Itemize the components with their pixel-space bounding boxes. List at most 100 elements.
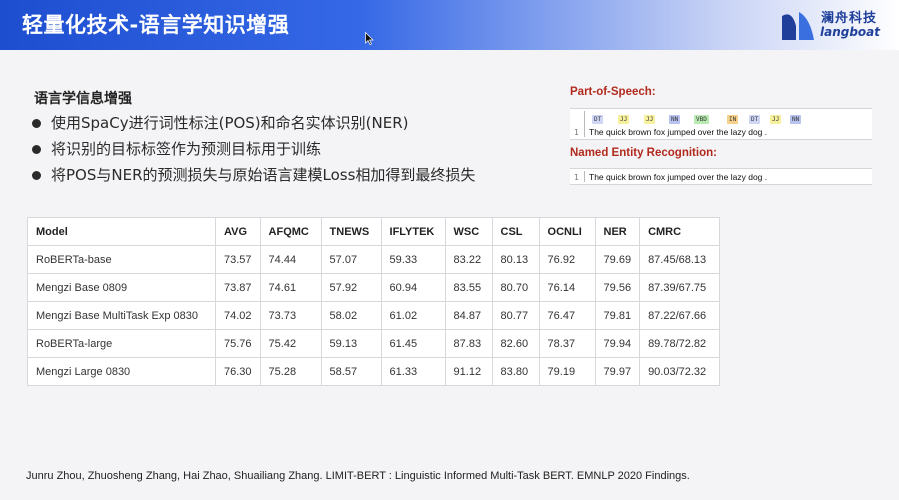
pos-annotation-box: DT JJ JJ NN VBD IN DT JJ NN 1 The quick … bbox=[570, 108, 872, 140]
column-header: Model bbox=[27, 217, 216, 246]
citation-text: Junru Zhou, Zhuosheng Zhang, Hai Zhao, S… bbox=[26, 470, 690, 482]
bullet-item: 使用SpaCy进行词性标注(POS)和命名实体识别(NER) bbox=[32, 112, 475, 138]
table-cell: 74.61 bbox=[259, 273, 322, 302]
sail-logo-icon bbox=[782, 12, 814, 40]
column-header: OCNLI bbox=[538, 217, 596, 246]
table-cell: 79.56 bbox=[594, 273, 641, 302]
table-cell: 89.78/72.82 bbox=[639, 329, 721, 358]
table-cell: Mengzi Base MultiTask Exp 0830 bbox=[27, 301, 216, 330]
table-cell: 87.39/67.75 bbox=[639, 273, 721, 302]
table-cell: 57.07 bbox=[320, 245, 382, 274]
ner-sentence: The quick brown fox jumped over the lazy… bbox=[589, 172, 768, 182]
table-cell: 58.57 bbox=[320, 357, 382, 386]
bullet-item: 将POS与NER的预测损失与原始语言建模Loss相加得到最终损失 bbox=[32, 164, 475, 190]
column-header: WSC bbox=[444, 217, 493, 246]
slide-title: 轻量化技术-语言学知识增强 bbox=[22, 13, 290, 37]
table-cell: RoBERTa-base bbox=[27, 245, 216, 274]
column-header: CSL bbox=[491, 217, 540, 246]
gutter-divider bbox=[584, 111, 585, 137]
mouse-cursor-icon bbox=[365, 32, 374, 45]
table-cell: 80.13 bbox=[491, 245, 540, 274]
table-cell: 79.94 bbox=[594, 329, 641, 358]
column-header: NER bbox=[594, 217, 641, 246]
line-number: 1 bbox=[574, 128, 579, 137]
table-cell: 61.33 bbox=[380, 357, 446, 386]
table-cell: 74.44 bbox=[259, 245, 322, 274]
logo-english-name: langboat bbox=[820, 25, 881, 39]
column-header: AFQMC bbox=[259, 217, 322, 246]
pos-tag: VBD bbox=[694, 115, 709, 124]
nlp-annotation-figure: Part-of-Speech: DT JJ JJ NN VBD IN DT JJ… bbox=[568, 84, 873, 194]
table-cell: RoBERTa-large bbox=[27, 329, 216, 358]
pos-tag: JJ bbox=[644, 115, 656, 124]
table-cell: 75.28 bbox=[259, 357, 322, 386]
table-row: RoBERTa-large 75.76 75.42 59.13 61.45 87… bbox=[27, 329, 721, 358]
table-cell: 87.45/68.13 bbox=[639, 245, 721, 274]
table-cell: 84.87 bbox=[444, 301, 493, 330]
pos-tag: DT bbox=[749, 115, 761, 124]
ner-label: Named Entity Recognition: bbox=[570, 147, 717, 159]
table-cell: 61.45 bbox=[380, 329, 446, 358]
table-cell: 76.47 bbox=[538, 301, 596, 330]
table-cell: 83.80 bbox=[491, 357, 540, 386]
logo-chinese-name: 澜舟科技 bbox=[821, 11, 878, 26]
pos-tag: DT bbox=[592, 115, 604, 124]
bullet-text: 将识别的目标标签作为预测目标用于训练 bbox=[51, 140, 322, 158]
bullet-dot-icon bbox=[32, 171, 41, 180]
column-header: TNEWS bbox=[320, 217, 382, 246]
column-header: IFLYTEK bbox=[380, 217, 446, 246]
table-cell: 61.02 bbox=[380, 301, 446, 330]
table-cell: 78.37 bbox=[538, 329, 596, 358]
table-row: Mengzi Large 0830 76.30 75.28 58.57 61.3… bbox=[27, 357, 721, 386]
section-heading: 语言学信息增强 bbox=[34, 91, 132, 107]
table-cell: 82.60 bbox=[491, 329, 540, 358]
bullet-text: 使用SpaCy进行词性标注(POS)和命名实体识别(NER) bbox=[51, 114, 409, 132]
table-cell: 83.22 bbox=[444, 245, 493, 274]
results-table: Model AVG AFQMC TNEWS IFLYTEK WSC CSL OC… bbox=[27, 217, 721, 386]
table-cell: Mengzi Base 0809 bbox=[27, 273, 216, 302]
bullet-item: 将识别的目标标签作为预测目标用于训练 bbox=[32, 138, 475, 164]
table-cell: 83.55 bbox=[444, 273, 493, 302]
pos-sentence: The quick brown fox jumped over the lazy… bbox=[589, 127, 768, 137]
table-cell: 87.83 bbox=[444, 329, 493, 358]
table-cell: 60.94 bbox=[380, 273, 446, 302]
table-cell: 90.03/72.32 bbox=[639, 357, 721, 386]
table-cell: 80.70 bbox=[491, 273, 540, 302]
table-cell: Mengzi Large 0830 bbox=[27, 357, 216, 386]
table-cell: 73.73 bbox=[259, 301, 322, 330]
table-cell: 79.97 bbox=[594, 357, 641, 386]
pos-label: Part-of-Speech: bbox=[570, 86, 656, 98]
gutter-divider bbox=[584, 171, 585, 182]
slide-header: 轻量化技术-语言学知识增强 澜舟科技 langboat bbox=[0, 0, 899, 50]
column-header: CMRC bbox=[639, 217, 721, 246]
table-cell: 79.81 bbox=[594, 301, 641, 330]
table-cell: 79.19 bbox=[538, 357, 596, 386]
table-row: Mengzi Base MultiTask Exp 0830 74.02 73.… bbox=[27, 301, 721, 330]
pos-tag: JJ bbox=[618, 115, 630, 124]
table-header-row: Model AVG AFQMC TNEWS IFLYTEK WSC CSL OC… bbox=[27, 217, 721, 246]
pos-tag: IN bbox=[727, 115, 739, 124]
bullet-list: 使用SpaCy进行词性标注(POS)和命名实体识别(NER) 将识别的目标标签作… bbox=[32, 112, 475, 190]
line-number: 1 bbox=[574, 173, 579, 182]
table-cell: 59.33 bbox=[380, 245, 446, 274]
table-cell: 59.13 bbox=[320, 329, 382, 358]
bullet-dot-icon bbox=[32, 145, 41, 154]
table-cell: 75.42 bbox=[259, 329, 322, 358]
table-cell: 57.92 bbox=[320, 273, 382, 302]
table-cell: 79.69 bbox=[594, 245, 641, 274]
pos-tag: NN bbox=[790, 115, 802, 124]
bullet-dot-icon bbox=[32, 119, 41, 128]
table-cell: 73.57 bbox=[215, 245, 261, 274]
table-cell: 73.87 bbox=[215, 273, 261, 302]
bullet-text: 将POS与NER的预测损失与原始语言建模Loss相加得到最终损失 bbox=[51, 166, 476, 184]
table-cell: 58.02 bbox=[320, 301, 382, 330]
table-cell: 76.14 bbox=[538, 273, 596, 302]
table-cell: 76.30 bbox=[215, 357, 261, 386]
table-row: Mengzi Base 0809 73.87 74.61 57.92 60.94… bbox=[27, 273, 721, 302]
table-row: RoBERTa-base 73.57 74.44 57.07 59.33 83.… bbox=[27, 245, 721, 274]
column-header: AVG bbox=[215, 217, 261, 246]
langboat-logo: 澜舟科技 langboat bbox=[780, 6, 895, 44]
pos-tag: JJ bbox=[770, 115, 782, 124]
ner-annotation-box: 1 The quick brown fox jumped over the la… bbox=[570, 168, 872, 185]
table-cell: 74.02 bbox=[215, 301, 261, 330]
